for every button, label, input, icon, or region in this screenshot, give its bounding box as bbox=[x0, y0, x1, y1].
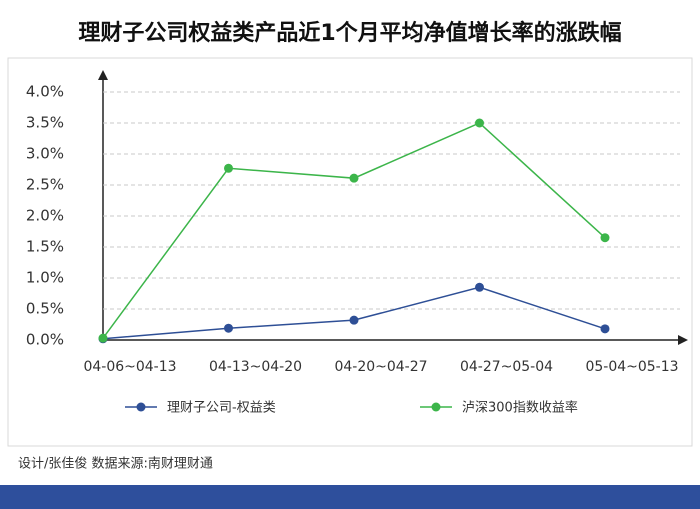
series-line bbox=[102, 286, 606, 340]
y-tick-label: 0.5% bbox=[26, 300, 64, 318]
data-point bbox=[98, 333, 108, 343]
footer-bar bbox=[0, 485, 700, 509]
legend-marker bbox=[136, 402, 146, 412]
data-point bbox=[224, 323, 233, 333]
y-tick-label: 0.0% bbox=[26, 331, 64, 349]
data-point bbox=[600, 324, 610, 334]
series-line bbox=[102, 122, 606, 339]
chart-frame bbox=[7, 57, 693, 447]
data-point bbox=[349, 173, 359, 183]
y-tick-label: 4.0% bbox=[26, 83, 64, 101]
credit: 设计/张佳俊 数据来源:南财理财通 bbox=[18, 456, 213, 472]
y-tick-label: 1.5% bbox=[26, 238, 64, 256]
legend-marker bbox=[431, 402, 441, 412]
x-tick-label: 04-27~05-04 bbox=[460, 359, 553, 375]
x-axis-arrow bbox=[678, 335, 688, 345]
y-tick-label: 2.0% bbox=[26, 207, 64, 225]
legend-label: 理财子公司-权益类 bbox=[167, 400, 276, 416]
x-tick-label: 04-20~04-27 bbox=[334, 359, 427, 375]
y-tick-label: 3.0% bbox=[26, 145, 64, 163]
y-tick-label: 3.5% bbox=[26, 114, 64, 132]
data-point bbox=[600, 233, 610, 243]
chart-title: 理财子公司权益类产品近1个月平均净值增长率的涨跌幅 bbox=[78, 20, 621, 46]
y-axis-arrow bbox=[98, 70, 108, 80]
data-point bbox=[349, 315, 359, 325]
data-point bbox=[224, 163, 233, 173]
y-tick-label: 1.0% bbox=[26, 269, 64, 287]
data-point bbox=[475, 282, 484, 292]
x-tick-label: 04-13~04-20 bbox=[209, 359, 302, 375]
x-tick-label: 04-06~04-13 bbox=[83, 359, 176, 375]
y-tick-label: 2.5% bbox=[26, 176, 64, 194]
x-tick-label: 05-04~05-13 bbox=[585, 359, 678, 375]
legend-label: 泸深300指数收益率 bbox=[462, 400, 578, 416]
data-point bbox=[475, 118, 484, 128]
